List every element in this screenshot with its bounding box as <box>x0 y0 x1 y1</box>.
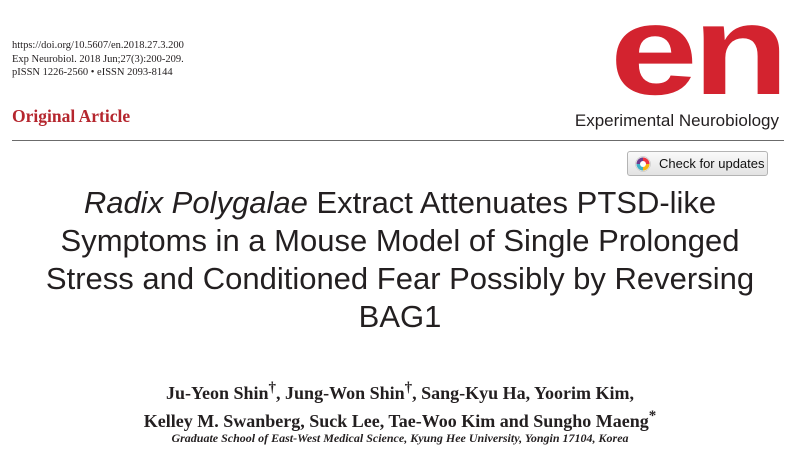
issn: pISSN 1226-2560 • eISSN 2093-8144 <box>12 67 173 78</box>
equal-contribution-mark: † <box>404 380 413 396</box>
authors-line-2: Kelley M. Swanberg, Suck Lee, Tae-Woo Ki… <box>143 411 649 431</box>
title-line-4: BAG1 <box>358 299 442 334</box>
article-type-label: Original Article <box>12 106 131 126</box>
check-for-updates-button[interactable]: Check for updates <box>627 151 768 176</box>
author-1: Ju-Yeon Shin <box>166 383 269 403</box>
citation: Exp Neurobiol. 2018 Jun;27(3):200-209. <box>12 53 184 65</box>
corresponding-author-mark: * <box>648 408 657 424</box>
title-italic-species: Radix Polygalae <box>83 185 308 220</box>
journal-name: Experimental Neurobiology <box>574 111 779 130</box>
affiliation: Graduate School of East-West Medical Sci… <box>171 431 629 445</box>
title-line-1: Extract Attenuates PTSD-like <box>307 185 717 220</box>
authors-line-1-rest: , Sang-Kyu Ha, Yoorim Kim, <box>412 383 634 403</box>
article-title: Radix Polygalae Extract Attenuates PTSD-… <box>0 184 800 336</box>
author-list: Ju-Yeon Shin†, Jung-Won Shin†, Sang-Kyu … <box>0 377 800 433</box>
title-line-2: Symptoms in a Mouse Model of Single Prol… <box>60 223 740 258</box>
doi-link[interactable]: https://doi.org/10.5607/en.2018.27.3.200 <box>12 40 184 51</box>
check-for-updates-label: Check for updates <box>659 156 765 171</box>
article-metadata: https://doi.org/10.5607/en.2018.27.3.200… <box>12 39 184 80</box>
crossmark-icon <box>635 155 651 172</box>
title-line-3: Stress and Conditioned Fear Possibly by … <box>45 261 755 296</box>
journal-logo: en <box>610 2 784 114</box>
equal-contribution-mark: † <box>268 380 277 396</box>
author-2: , Jung-Won Shin <box>276 383 405 403</box>
header-divider <box>12 140 784 141</box>
journal-logo-text: en <box>610 2 784 114</box>
